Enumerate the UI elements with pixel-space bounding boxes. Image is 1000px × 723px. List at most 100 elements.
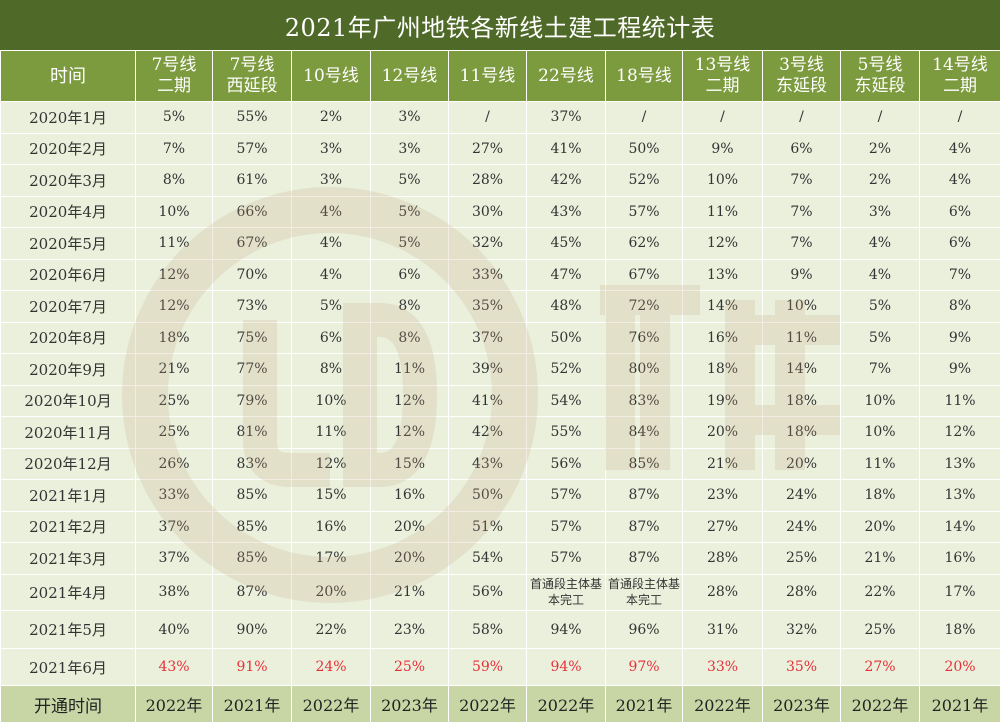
value-cell: 96% [606,611,683,649]
value-cell: 94% [527,649,606,686]
value-cell: 54% [527,385,606,417]
value-cell: 33% [449,259,527,291]
value-cell: 45% [527,228,606,260]
value-cell: 67% [606,259,683,291]
value-cell: 87% [606,543,683,575]
value-cell: 11% [763,322,841,354]
time-cell: 2020年4月 [1,196,136,228]
value-cell: 85% [606,448,683,480]
value-cell: 94% [527,611,606,649]
value-cell: 14% [683,291,763,323]
time-cell: 2021年1月 [1,480,136,512]
value-cell: 85% [213,543,292,575]
value-cell: 24% [292,649,371,686]
value-cell: 61% [213,165,292,197]
opening-year-cell: 2022年 [449,686,527,723]
value-cell: 4% [292,259,371,291]
value-cell: / [920,102,1000,134]
header-row: 时间 7号线二期 7号线西延段 10号线 12号线 11号线 22号线 18号线… [1,51,1000,102]
value-cell: 16% [683,322,763,354]
value-cell: 7% [841,354,920,386]
value-cell: 12% [292,448,371,480]
value-cell: 9% [920,354,1000,386]
value-cell: 37% [136,511,213,543]
value-cell: 12% [371,385,449,417]
opening-year-cell: 2022年 [683,686,763,723]
value-cell: 4% [920,165,1000,197]
value-cell: 5% [841,291,920,323]
value-cell: 2% [841,133,920,165]
value-cell: 16% [292,511,371,543]
time-cell: 2020年12月 [1,448,136,480]
value-cell: 75% [213,322,292,354]
value-cell: / [449,102,527,134]
time-cell: 2021年6月 [1,649,136,686]
value-cell: 23% [371,611,449,649]
value-cell: 62% [606,228,683,260]
value-cell: 28% [683,543,763,575]
value-cell: 12% [920,417,1000,449]
value-cell: 77% [213,354,292,386]
time-cell: 2020年2月 [1,133,136,165]
value-cell: 38% [136,574,213,611]
opening-year-cell: 2022年 [136,686,213,723]
value-cell: 20% [683,417,763,449]
value-cell: 8% [371,291,449,323]
value-cell: 5% [292,291,371,323]
value-cell: 10% [683,165,763,197]
value-cell: 56% [527,448,606,480]
value-cell: 84% [606,417,683,449]
value-cell: 11% [136,228,213,260]
value-cell: / [606,102,683,134]
value-cell: 73% [213,291,292,323]
value-cell: 5% [371,228,449,260]
value-cell: 27% [683,511,763,543]
value-cell: 10% [763,291,841,323]
value-cell: 37% [527,102,606,134]
time-cell: 2021年3月 [1,543,136,575]
value-cell: 76% [606,322,683,354]
value-cell: 50% [449,480,527,512]
value-cell: 43% [449,448,527,480]
value-cell: 81% [213,417,292,449]
value-cell: 25% [136,417,213,449]
value-cell: 15% [371,448,449,480]
header-line: 18号线 [606,51,683,102]
value-cell: 20% [841,511,920,543]
value-cell: 7% [763,228,841,260]
value-cell: 25% [763,543,841,575]
value-cell: 16% [920,543,1000,575]
value-cell: 97% [606,649,683,686]
value-cell: 21% [136,354,213,386]
value-cell: 20% [371,543,449,575]
value-cell: 7% [136,133,213,165]
value-cell: 18% [920,611,1000,649]
value-cell: 5% [136,102,213,134]
time-cell: 2021年4月 [1,574,136,611]
header-line: 14号线二期 [920,51,1000,102]
opening-year-cell: 2022年 [527,686,606,723]
value-cell: 47% [527,259,606,291]
value-cell: 57% [527,480,606,512]
value-cell: 19% [683,385,763,417]
value-cell: 10% [292,385,371,417]
value-cell: 27% [841,649,920,686]
value-cell: 83% [213,448,292,480]
table-title: 2021年广州地铁各新线土建工程统计表 [0,0,1000,50]
opening-time-label: 开通时间 [1,686,136,723]
time-cell: 2020年1月 [1,102,136,134]
value-cell: 20% [920,649,1000,686]
value-cell: 25% [136,385,213,417]
value-cell: 25% [841,611,920,649]
value-cell: 51% [449,511,527,543]
value-cell: 9% [920,322,1000,354]
value-cell: 8% [292,354,371,386]
value-cell: 31% [683,611,763,649]
value-cell: 41% [449,385,527,417]
